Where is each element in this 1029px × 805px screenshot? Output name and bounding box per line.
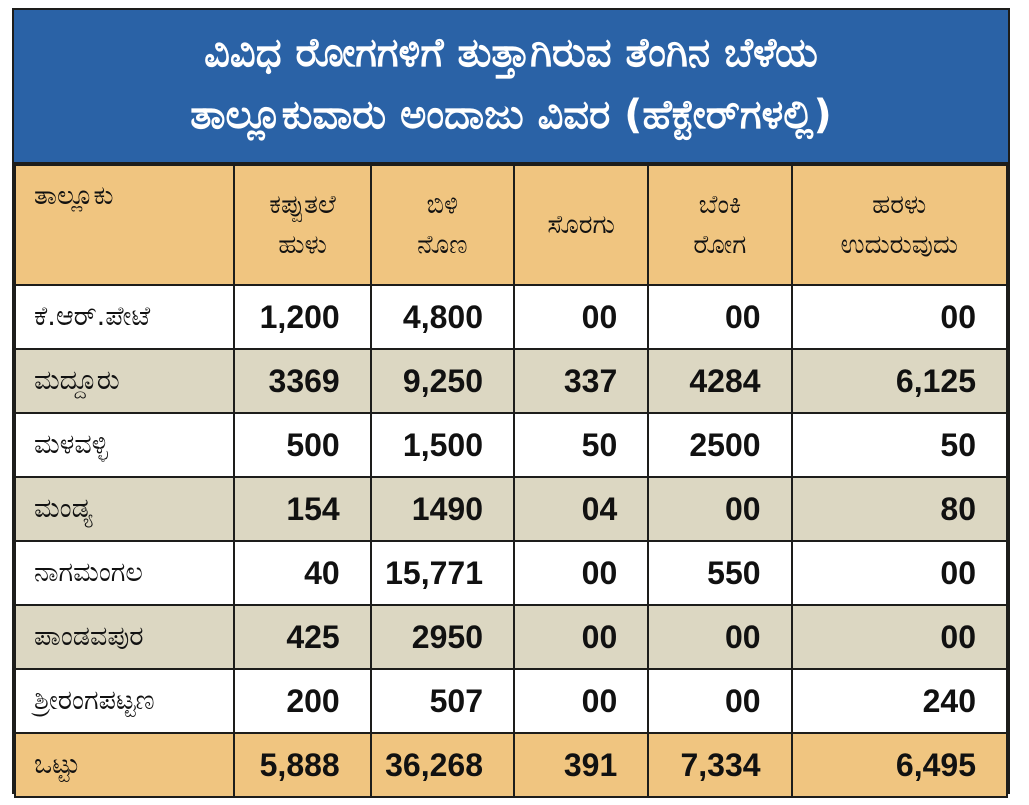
value-cell: 550: [649, 542, 791, 604]
value-cell: 9,250: [371, 350, 513, 412]
value-cell: 507: [371, 670, 513, 732]
value-cell: 00: [792, 606, 1006, 668]
table-row: ಮಳವಳ್ಳಿ 500 1,500 50 2500 50: [16, 414, 1006, 476]
taluk-name: ಮಳವಳ್ಳಿ: [16, 414, 234, 476]
value-cell: 3369: [235, 350, 370, 412]
table-row: ನಾಗಮಂಗಲ 40 15,771 00 550 00: [16, 542, 1006, 604]
disease-table: ತಾಲ್ಲೂಕು ಕಪ್ಪುತಲೆ ಹುಳು ಬಿಳಿ ನೊಣ ಸೊರಗು ಬೆಂಕ…: [14, 164, 1008, 798]
total-label: ಒಟ್ಟು: [16, 734, 234, 796]
value-cell: 500: [235, 414, 370, 476]
table-frame: ವಿವಿಧ ರೋಗಗಳಿಗೆ ತುತ್ತಾಗಿರುವ ತೆಂಗಿನ ಬೆಳೆಯ …: [12, 8, 1010, 798]
value-cell: 00: [514, 286, 648, 348]
value-cell: 00: [649, 606, 791, 668]
table-row: ಕೆ.ಆರ್.ಪೇಟೆ 1,200 4,800 00 00 00: [16, 286, 1006, 348]
value-cell: 80: [792, 478, 1006, 540]
taluk-name: ಮದ್ದೂರು: [16, 350, 234, 412]
col-header-fire-disease: ಬೆಂಕಿ ರೋಗ: [649, 166, 791, 284]
total-cell: 5,888: [235, 734, 370, 796]
value-cell: 00: [514, 670, 648, 732]
col-header-nut-fall: ಹರಳು ಉದುರುವುದು: [792, 166, 1006, 284]
table-row: ಪಾಂಡವಪುರ 425 2950 00 00 00: [16, 606, 1006, 668]
value-cell: 00: [649, 286, 791, 348]
value-cell: 2950: [371, 606, 513, 668]
value-cell: 1490: [371, 478, 513, 540]
total-cell: 6,495: [792, 734, 1006, 796]
value-cell: 50: [792, 414, 1006, 476]
total-cell: 7,334: [649, 734, 791, 796]
value-cell: 50: [514, 414, 648, 476]
value-cell: 00: [792, 286, 1006, 348]
value-cell: 00: [649, 478, 791, 540]
value-cell: 425: [235, 606, 370, 668]
value-cell: 4,800: [371, 286, 513, 348]
col-header-wilt: ಸೊರಗು: [514, 166, 648, 284]
header-row: ತಾಲ್ಲೂಕು ಕಪ್ಪುತಲೆ ಹುಳು ಬಿಳಿ ನೊಣ ಸೊರಗು ಬೆಂಕ…: [16, 166, 1006, 284]
taluk-name: ಮಂಡ್ಯ: [16, 478, 234, 540]
value-cell: 1,200: [235, 286, 370, 348]
total-row: ಒಟ್ಟು 5,888 36,268 391 7,334 6,495: [16, 734, 1006, 796]
title-line-2: ತಾಲ್ಲೂಕುವಾರು ಅಂದಾಜು ವಿವರ (ಹೆಕ್ಟೇರ್‌ಗಳಲ್ಲ…: [190, 92, 832, 138]
total-cell: 391: [514, 734, 648, 796]
col-header-black-headed-caterpillar: ಕಪ್ಪುತಲೆ ಹುಳು: [235, 166, 370, 284]
value-cell: 00: [514, 542, 648, 604]
value-cell: 337: [514, 350, 648, 412]
col-header-taluk: ತಾಲ್ಲೂಕು: [16, 166, 234, 284]
value-cell: 200: [235, 670, 370, 732]
value-cell: 2500: [649, 414, 791, 476]
value-cell: 1,500: [371, 414, 513, 476]
table-row: ಮದ್ದೂರು 3369 9,250 337 4284 6,125: [16, 350, 1006, 412]
value-cell: 00: [514, 606, 648, 668]
value-cell: 240: [792, 670, 1006, 732]
taluk-name: ಶ್ರೀರಂಗಪಟ್ಟಣ: [16, 670, 234, 732]
taluk-name: ನಾಗಮಂಗಲ: [16, 542, 234, 604]
value-cell: 40: [235, 542, 370, 604]
taluk-name: ಕೆ.ಆರ್.ಪೇಟೆ: [16, 286, 234, 348]
taluk-name: ಪಾಂಡವಪುರ: [16, 606, 234, 668]
value-cell: 15,771: [371, 542, 513, 604]
value-cell: 154: [235, 478, 370, 540]
value-cell: 04: [514, 478, 648, 540]
table-row: ಶ್ರೀರಂಗಪಟ್ಟಣ 200 507 00 00 240: [16, 670, 1006, 732]
title-line-1: ವಿವಿಧ ರೋಗಗಳಿಗೆ ತುತ್ತಾಗಿರುವ ತೆಂಗಿನ ಬೆಳೆಯ: [204, 30, 818, 76]
value-cell: 00: [792, 542, 1006, 604]
table-row: ಮಂಡ್ಯ 154 1490 04 00 80: [16, 478, 1006, 540]
total-cell: 36,268: [371, 734, 513, 796]
col-header-whitefly: ಬಿಳಿ ನೊಣ: [371, 166, 513, 284]
value-cell: 6,125: [792, 350, 1006, 412]
value-cell: 4284: [649, 350, 791, 412]
value-cell: 00: [649, 670, 791, 732]
table-title: ವಿವಿಧ ರೋಗಗಳಿಗೆ ತುತ್ತಾಗಿರುವ ತೆಂಗಿನ ಬೆಳೆಯ …: [14, 10, 1008, 162]
